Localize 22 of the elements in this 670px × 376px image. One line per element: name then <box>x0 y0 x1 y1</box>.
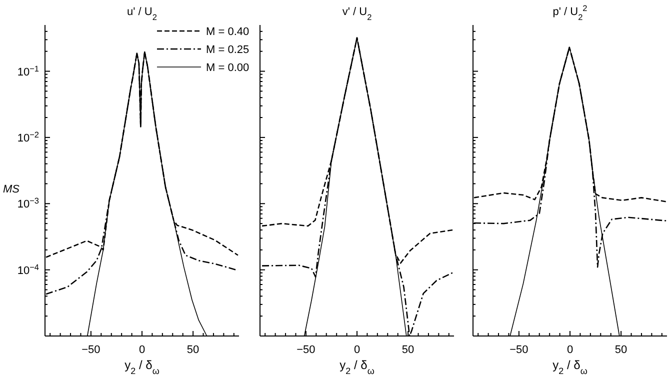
x-axis-title: y$_{2}$ / δ$_{ω}$ <box>340 358 374 376</box>
x-tick-label: 50 <box>402 344 414 356</box>
x-tick-label: −50 <box>510 344 528 356</box>
legend-label: M = 0.25 <box>206 44 250 56</box>
x-tick-label: 0 <box>354 344 360 356</box>
x-axis-title: y$_{2}$ / δ$_{ω}$ <box>552 358 588 376</box>
y-axis-title: MS <box>3 184 20 196</box>
x-tick-label: 50 <box>614 344 628 356</box>
x-axis-title: y$_{2}$ / δ$_{ω}$ <box>124 358 160 376</box>
x-tick-label: −50 <box>296 344 316 356</box>
legend-label: M = 0.40 <box>206 26 250 38</box>
chart-title: u' / U$_{2}$ <box>127 6 158 22</box>
y-tick-label: 10$^{−1}$ <box>17 64 40 78</box>
y-tick-label: 10$^{−3}$ <box>17 196 40 211</box>
y-tick-label: 10$^{−4}$ <box>17 262 40 277</box>
x-tick-label: 0 <box>566 344 574 356</box>
x-tick-label: 50 <box>186 344 200 356</box>
y-tick-label: 10$^{−2}$ <box>17 130 40 144</box>
x-tick-label: −50 <box>82 344 100 356</box>
x-tick-label: 0 <box>138 344 146 356</box>
chart-title: v' / U$_{2}$ <box>342 6 372 22</box>
legend-label: M = 0.00 <box>206 62 250 74</box>
